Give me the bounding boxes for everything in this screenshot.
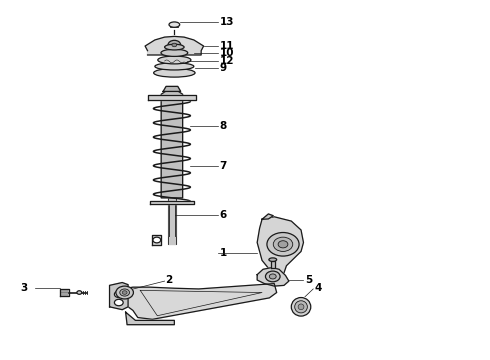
Text: 3: 3 [20,283,27,293]
Text: 2: 2 [166,275,173,285]
Polygon shape [60,289,69,296]
Ellipse shape [155,63,194,70]
Ellipse shape [161,49,188,57]
Polygon shape [125,312,174,325]
Text: 5: 5 [305,275,312,285]
Circle shape [267,233,299,256]
Polygon shape [145,36,203,55]
Circle shape [172,43,177,47]
Text: 11: 11 [220,41,234,51]
Polygon shape [163,86,181,91]
Ellipse shape [158,56,191,64]
Circle shape [153,237,161,243]
Text: 6: 6 [220,210,227,220]
Text: 9: 9 [220,63,227,73]
Circle shape [266,271,280,282]
Polygon shape [150,201,194,204]
Ellipse shape [294,301,307,313]
Ellipse shape [291,297,311,316]
Polygon shape [262,214,273,219]
Circle shape [115,291,123,297]
Circle shape [120,289,129,296]
Text: 8: 8 [220,121,227,131]
Polygon shape [271,261,275,267]
Ellipse shape [154,68,195,77]
Polygon shape [168,194,176,244]
Circle shape [270,274,276,279]
Circle shape [273,237,293,251]
Polygon shape [147,95,196,100]
Text: 12: 12 [220,57,234,66]
Ellipse shape [298,304,304,310]
Ellipse shape [169,60,180,63]
Ellipse shape [169,22,180,27]
Polygon shape [110,283,128,310]
Ellipse shape [162,59,187,64]
Polygon shape [257,267,289,286]
Text: 7: 7 [220,161,227,171]
Text: 13: 13 [220,18,234,27]
Text: 10: 10 [220,48,234,58]
Circle shape [168,40,181,50]
Circle shape [115,299,123,306]
Text: 4: 4 [315,283,322,293]
Circle shape [116,286,133,299]
Polygon shape [114,284,277,319]
Polygon shape [152,235,161,246]
Circle shape [122,291,127,294]
Ellipse shape [77,291,82,294]
Polygon shape [169,204,175,237]
Polygon shape [161,91,183,198]
Polygon shape [257,217,303,275]
Circle shape [278,241,288,248]
Ellipse shape [269,258,277,261]
Text: 1: 1 [220,248,227,258]
Ellipse shape [165,44,184,50]
